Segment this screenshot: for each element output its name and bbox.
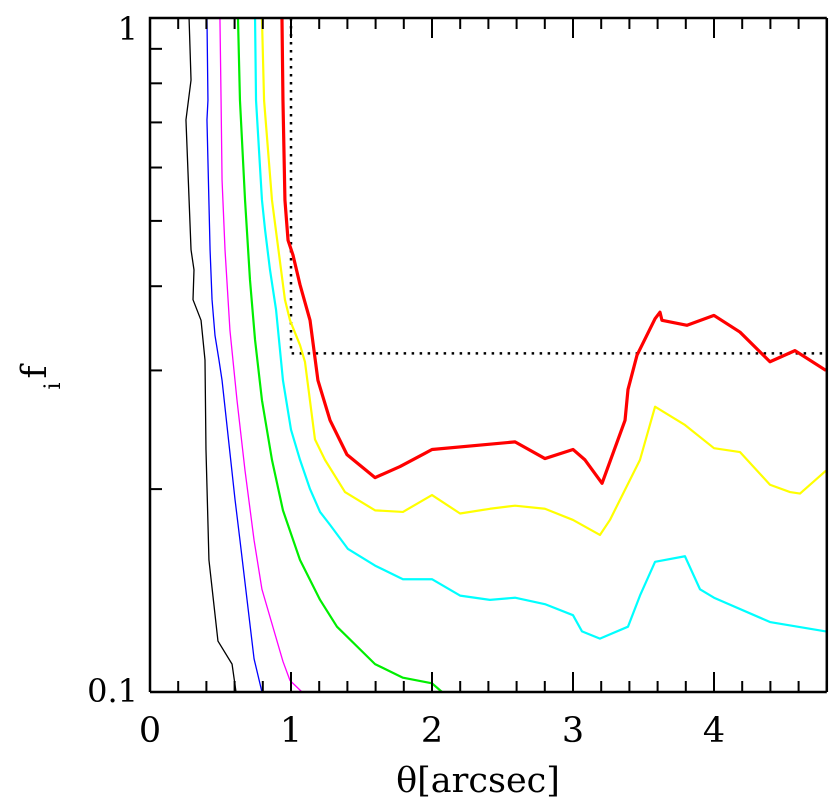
series-layer [185, 17, 827, 693]
series-line-2 [219, 17, 303, 693]
plot-frame [148, 16, 829, 694]
series-line-3 [236, 17, 443, 693]
x-tick-label: 3 [562, 711, 584, 751]
y-axis-label-main: f [15, 362, 55, 378]
y-axis-label: f i [15, 362, 66, 389]
axes-layer: 0 1 2 3 4 0.1 1 [87, 10, 829, 751]
y-axis-label-subscript: i [41, 382, 66, 389]
series-line-1 [206, 17, 263, 693]
x-tick-label: 1 [280, 711, 302, 751]
x-tick-label: 4 [703, 711, 725, 751]
series-line-6 [280, 17, 827, 485]
series-line-5 [260, 17, 827, 537]
series-line-4 [253, 17, 827, 640]
x-tick-label: 2 [421, 711, 443, 751]
series-line-0 [185, 17, 237, 693]
x-tick-label: 0 [139, 711, 161, 751]
reference-line-dotted [289, 18, 827, 355]
y-tick-label: 0.1 [87, 672, 138, 710]
x-axis-label: θ[arcsec] [396, 761, 560, 801]
y-tick-label: 1 [118, 10, 138, 48]
